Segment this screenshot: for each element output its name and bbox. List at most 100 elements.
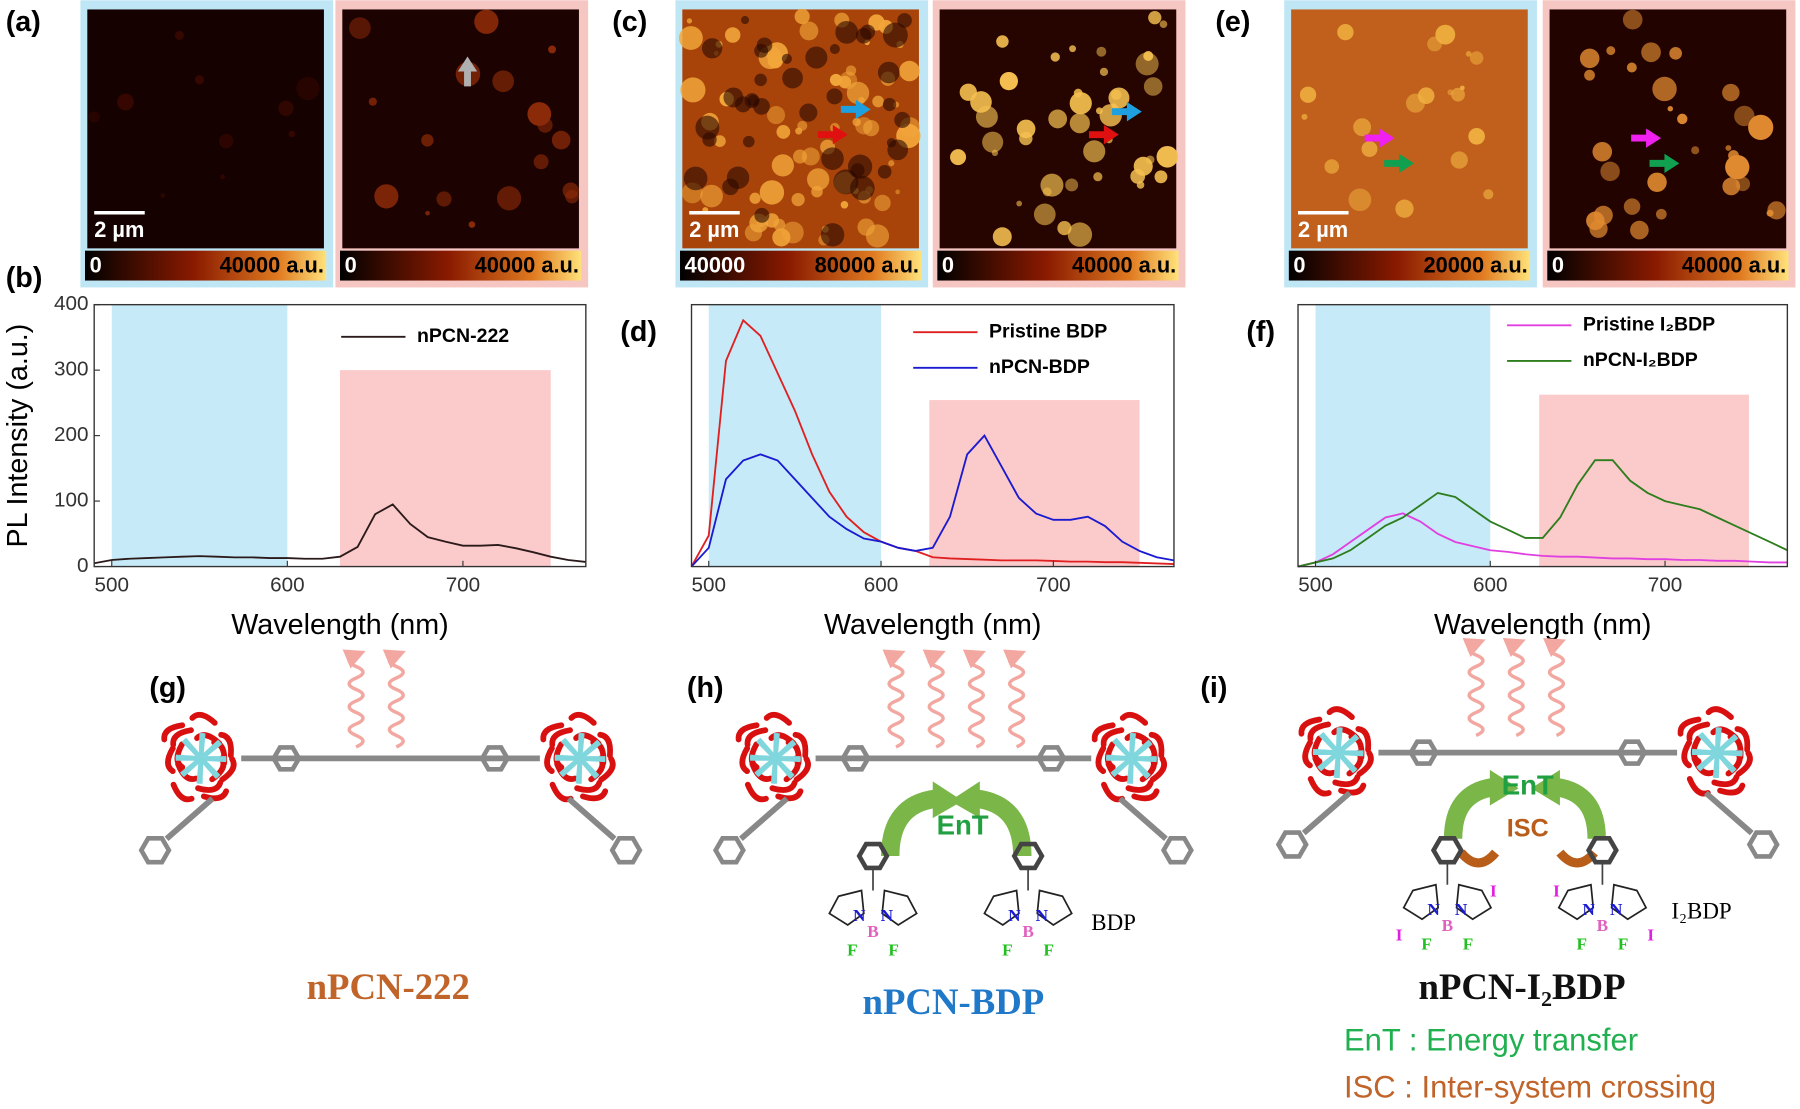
cluster-bond xyxy=(549,727,573,748)
colorbar xyxy=(680,250,922,281)
ring xyxy=(1746,830,1780,859)
colorbar xyxy=(340,250,582,281)
cluster-bond xyxy=(549,781,574,803)
cluster-bond xyxy=(1691,755,1716,777)
image-spot xyxy=(888,160,895,167)
image-spot xyxy=(160,193,166,199)
cluster-bond xyxy=(1101,781,1125,803)
cluster-bond xyxy=(1298,716,1323,737)
legend-label: nPCN-222 xyxy=(417,325,509,347)
image-spot xyxy=(776,125,791,139)
ent-arrow xyxy=(1554,778,1606,840)
plot-frame xyxy=(1297,303,1789,568)
image-spot xyxy=(1669,46,1682,60)
cluster-bond xyxy=(1686,721,1711,742)
image-spot xyxy=(1623,198,1641,215)
image-spot xyxy=(1626,62,1637,73)
x-tick-label: 700 xyxy=(1036,574,1070,597)
image-spot xyxy=(1159,20,1168,28)
x-tick-label: 600 xyxy=(1473,574,1507,597)
cluster-bond xyxy=(218,731,234,759)
image-spot xyxy=(1395,199,1414,218)
ring xyxy=(1408,739,1439,766)
cluster-bond xyxy=(1326,706,1355,721)
image-spot xyxy=(882,97,897,112)
atom-label: N xyxy=(881,906,894,925)
image-spot xyxy=(1096,46,1107,57)
image-spot xyxy=(996,35,1009,48)
image-spot xyxy=(1735,176,1751,192)
ent-arrowhead xyxy=(932,781,963,819)
image-spot xyxy=(1083,140,1106,163)
x-tick-label: 500 xyxy=(1298,574,1332,597)
structure-name: nPCN-BDP xyxy=(863,981,1045,1022)
image-spot xyxy=(1299,86,1317,103)
atom-label: N xyxy=(1455,900,1468,919)
image-spot xyxy=(678,26,703,50)
image-spot xyxy=(220,174,225,180)
ring xyxy=(479,745,511,772)
image-spot xyxy=(1095,107,1103,115)
image-spot xyxy=(714,135,726,147)
image-spot xyxy=(1667,105,1674,112)
colorbar-label: 40000 a.u. xyxy=(1072,253,1176,278)
image-spot xyxy=(1136,181,1145,189)
y-tick-label: 400 xyxy=(54,292,88,315)
image-spot xyxy=(801,147,820,166)
cluster-metal xyxy=(559,740,602,777)
y-tick-label: 100 xyxy=(54,489,88,512)
x-tick-label: 600 xyxy=(864,574,898,597)
image-spot xyxy=(701,38,723,59)
x-axis-title: Wavelength (nm) xyxy=(824,609,1041,641)
cluster-bond xyxy=(189,712,218,726)
panel-label: (b) xyxy=(6,262,43,294)
cluster-bond xyxy=(554,761,578,782)
image-spot xyxy=(680,77,706,103)
image-spot xyxy=(883,22,908,48)
image-spot xyxy=(766,106,786,125)
image-spot xyxy=(1427,36,1443,52)
image-spot xyxy=(835,20,859,44)
image-spot xyxy=(1048,109,1068,129)
colorbar-label: 0 xyxy=(942,253,954,278)
ring xyxy=(856,841,890,871)
cluster-bond xyxy=(195,779,224,793)
isc-label: ISC xyxy=(1507,814,1549,842)
structure-name: nPCN-222 xyxy=(307,966,470,1007)
image-spot xyxy=(683,166,708,191)
image-spot xyxy=(1584,69,1595,81)
y-tick-label: 300 xyxy=(54,358,88,381)
cluster-bond xyxy=(735,722,760,743)
image-spot xyxy=(722,178,739,196)
ring xyxy=(712,836,746,865)
image-spot xyxy=(1069,45,1077,53)
image-arrow xyxy=(1384,153,1415,174)
image-spot xyxy=(1600,161,1620,182)
image-spot xyxy=(744,93,760,109)
legend-label: Pristine I₂BDP xyxy=(1583,313,1715,335)
cluster-bond xyxy=(792,731,809,759)
cluster-bond xyxy=(1307,775,1332,797)
image-spot xyxy=(754,207,770,223)
image-spot xyxy=(1065,178,1079,192)
colorbar-label: 0 xyxy=(90,253,102,278)
image-spot xyxy=(1647,172,1667,192)
colorbar xyxy=(1547,250,1789,281)
cluster-bond xyxy=(744,727,769,748)
image-spot xyxy=(1067,222,1093,247)
image-spot xyxy=(194,75,204,85)
cluster-bond xyxy=(793,756,811,783)
image-spot xyxy=(288,130,296,138)
pyrrole xyxy=(983,889,1020,926)
cluster-bond xyxy=(1105,761,1130,782)
scale-bar-label: 2 µm xyxy=(94,217,144,242)
image-spot xyxy=(349,17,371,39)
image-spot xyxy=(797,120,808,131)
image-spot xyxy=(855,27,872,44)
image-spot xyxy=(877,61,900,84)
cluster-metal xyxy=(1317,734,1360,771)
image-spot xyxy=(425,210,430,216)
image-spot xyxy=(1111,103,1117,109)
ent-arrow xyxy=(1443,778,1496,840)
cluster-bond xyxy=(749,761,774,782)
